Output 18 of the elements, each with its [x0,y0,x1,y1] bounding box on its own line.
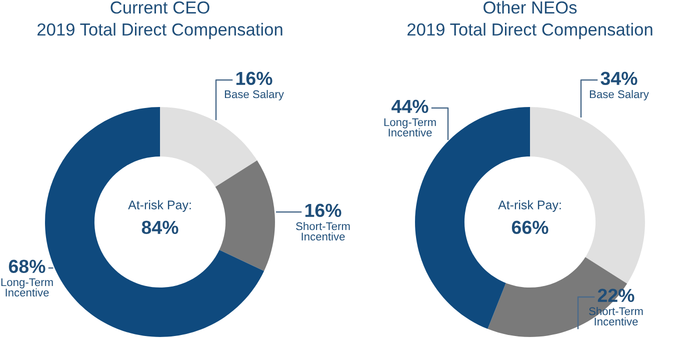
text: At-risk Pay: [498,200,561,212]
chart-subtitle: 2019 Total Direct Compensation [38,22,282,40]
slice-label: Long-Term Incentive [1,278,53,297]
slice-label: Short-Term Incentive [296,222,350,241]
data-label: 44% [392,100,428,113]
text: At-risk Pay: [128,200,191,212]
chart-subtitle: 2019 Total Direct Compensation [408,22,652,40]
data-label: 16% [305,204,342,218]
slice-label: Long-Term Incentive [384,118,436,137]
slice-label: Base Salary [224,90,284,100]
chart-title: Other NEOs [484,0,577,14]
data-label: 16% [236,72,272,86]
slice-label: Base Salary [590,90,649,100]
chart-title: Current CEO [110,1,210,14]
text: 66% [512,220,548,234]
text: 84% [142,220,178,234]
data-label: 68% [8,260,46,274]
data-label: 34% [600,72,638,86]
